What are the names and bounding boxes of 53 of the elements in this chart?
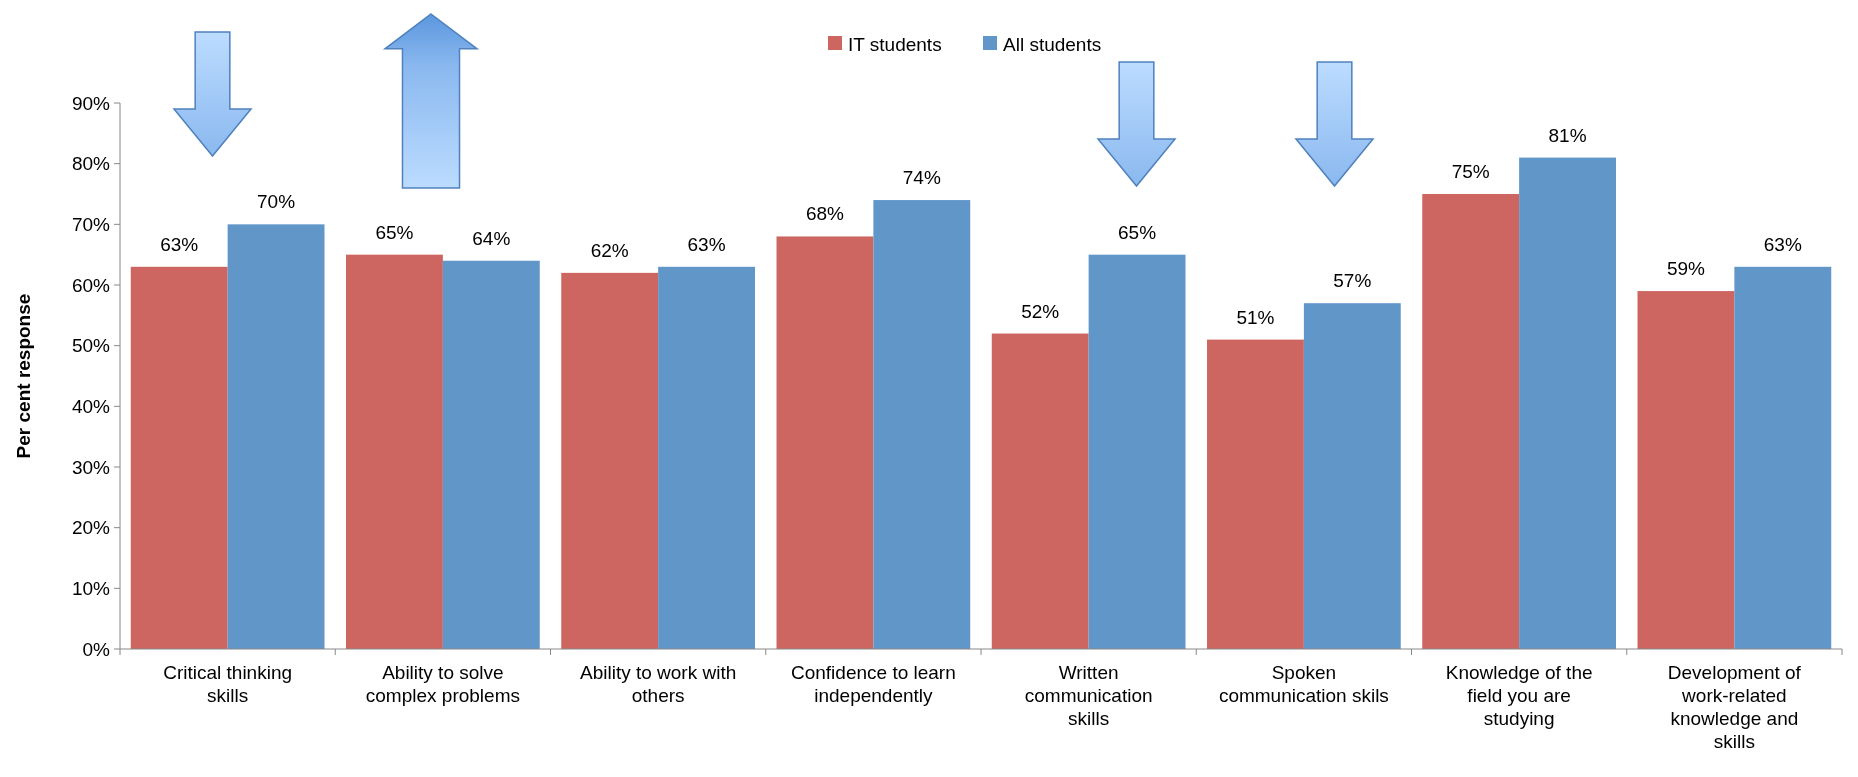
x-tick-label: Knowledge of the field you are studying xyxy=(1445,662,1593,729)
data-label: 62% xyxy=(590,239,629,261)
data-label: 63% xyxy=(1763,233,1802,255)
x-tick-label: Ability to solve complex problems xyxy=(365,662,520,706)
legend-label: All students xyxy=(1003,33,1102,55)
bar xyxy=(227,224,325,649)
bar xyxy=(1519,157,1616,649)
bar xyxy=(561,272,659,649)
y-axis-title: Per cent response xyxy=(13,293,34,459)
bar xyxy=(442,260,540,649)
data-label: 63% xyxy=(160,233,199,255)
bar xyxy=(346,254,443,649)
bar xyxy=(1207,339,1304,649)
y-tick-label: 90% xyxy=(71,92,111,114)
bar xyxy=(1303,303,1401,649)
bar xyxy=(873,200,971,649)
y-tick-label: 30% xyxy=(71,456,111,478)
data-label: 64% xyxy=(472,227,511,249)
y-tick-label: 70% xyxy=(71,213,111,235)
data-label: 68% xyxy=(805,203,845,225)
data-label: 74% xyxy=(902,167,941,189)
bar xyxy=(776,236,874,649)
x-tick-label: Spoken communication skils xyxy=(1218,662,1389,706)
y-tick-label: 0% xyxy=(82,638,111,660)
bar xyxy=(1734,266,1832,649)
bar xyxy=(1637,291,1735,649)
data-label: 65% xyxy=(1118,221,1157,243)
data-label: 65% xyxy=(375,221,414,243)
legend-label: IT students xyxy=(848,33,942,55)
bar xyxy=(1088,254,1186,649)
y-tick-label: 50% xyxy=(71,335,111,357)
y-tick-label: 60% xyxy=(71,274,111,296)
x-tick-label: Ability to work with others xyxy=(579,662,737,706)
data-label: 75% xyxy=(1451,161,1490,182)
data-label: 63% xyxy=(687,233,726,255)
bar xyxy=(991,333,1089,649)
x-tick-label: Confidence to learn independently xyxy=(790,662,956,706)
x-tick-label: Development of work-related knowledge and skills xyxy=(1667,662,1802,752)
x-tick-label: Critical thinking skills xyxy=(163,662,293,706)
bar xyxy=(658,266,755,649)
y-tick-label: 80% xyxy=(71,153,111,175)
data-label: 57% xyxy=(1333,270,1372,292)
data-label: 59% xyxy=(1666,258,1706,280)
x-tick-label: Written communication skills xyxy=(1024,662,1153,729)
data-label: 52% xyxy=(1021,300,1060,322)
data-label: 81% xyxy=(1548,124,1587,146)
data-label: 51% xyxy=(1236,306,1275,328)
y-tick-label: 20% xyxy=(71,517,111,539)
y-tick-label: 40% xyxy=(71,395,111,417)
bar xyxy=(1422,194,1520,649)
y-tick-label: 10% xyxy=(71,577,111,599)
data-label: 70% xyxy=(257,191,296,213)
bar xyxy=(130,266,228,649)
